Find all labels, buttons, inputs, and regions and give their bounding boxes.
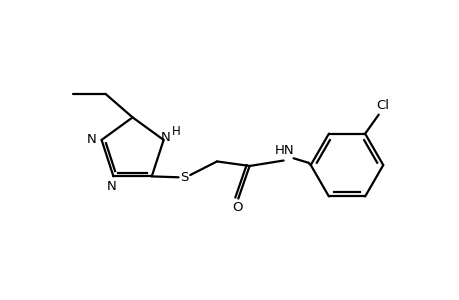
Text: O: O — [232, 201, 242, 214]
Text: N: N — [87, 134, 96, 146]
Text: Cl: Cl — [375, 99, 388, 112]
Text: S: S — [180, 171, 188, 184]
Text: HN: HN — [274, 144, 294, 157]
Text: N: N — [161, 131, 170, 144]
Text: H: H — [172, 125, 180, 138]
Text: N: N — [106, 180, 116, 193]
